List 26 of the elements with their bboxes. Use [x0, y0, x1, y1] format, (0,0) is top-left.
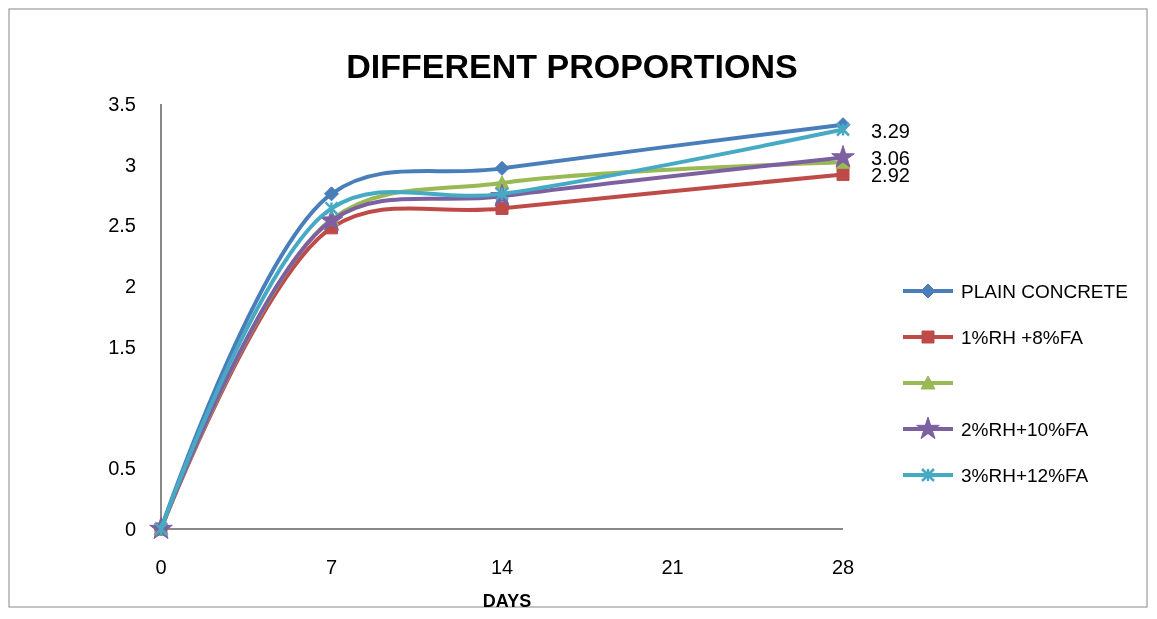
y-tick-label: 2	[124, 275, 136, 298]
legend-label: 1%RH +8%FA	[961, 327, 1084, 348]
legend-label: 2%RH+10%FA	[961, 419, 1089, 440]
x-tick-label: 7	[325, 556, 338, 578]
point	[836, 167, 850, 181]
point	[831, 145, 855, 168]
x-tick-label: 0	[155, 556, 167, 578]
y-tick-label: 0.5	[108, 457, 136, 480]
point	[324, 186, 339, 202]
chart-title: DIFFERENT PROPORTIONS	[346, 47, 798, 85]
point	[324, 201, 339, 216]
y-tick-label: 3	[124, 153, 136, 176]
data-label: 2.92	[871, 164, 910, 187]
point	[835, 122, 851, 137]
x-tick-label: 14	[490, 556, 514, 578]
legend-label: PLAIN CONCRETE	[961, 281, 1128, 302]
y-tick-label: 3.5	[108, 93, 136, 115]
y-tick-label: 0	[124, 518, 136, 540]
point	[494, 160, 510, 176]
x-tick-label: 28	[831, 556, 855, 578]
y-tick-label: 1.5	[108, 335, 136, 358]
x-tick-label: 21	[661, 556, 684, 578]
legend-label: 3%RH+12%FA	[961, 465, 1089, 486]
x-axis-title: DAYS	[482, 591, 532, 611]
y-tick-label: 2.5	[108, 214, 136, 237]
data-label: 3.29	[871, 119, 910, 142]
